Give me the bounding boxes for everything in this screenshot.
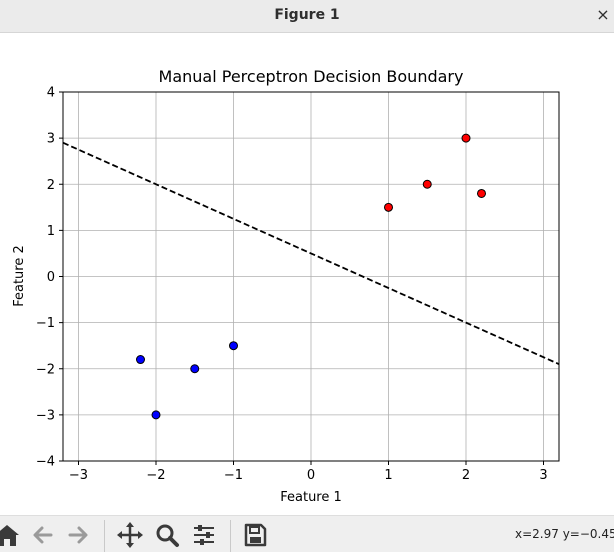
save-icon[interactable]: [240, 520, 270, 550]
window-titlebar: Figure 1 ×: [0, 0, 614, 33]
x-tick-label: −3: [69, 468, 88, 483]
y-tick-label: 0: [47, 270, 55, 285]
toolbar-separator: [104, 520, 105, 552]
x-tick-label: 3: [539, 468, 547, 483]
y-axis-label: Feature 2: [12, 245, 27, 307]
data-point: [477, 188, 486, 198]
chart: Manual Perceptron Decision Boundary −3 −2…: [12, 67, 560, 505]
data-point: [229, 341, 238, 351]
x-tick-label: 2: [462, 468, 470, 483]
x-tick-label: −2: [146, 468, 165, 483]
navigation-toolbar: x=2.97 y=−0.45: [0, 515, 614, 552]
close-button[interactable]: ×: [596, 5, 610, 24]
decision-boundary-layer: [62, 141, 560, 365]
forward-icon[interactable]: [63, 520, 93, 550]
y-tick-label: 3: [47, 132, 55, 147]
y-tick-label: −3: [36, 408, 55, 423]
y-tick-label: −1: [36, 316, 55, 331]
data-points: [136, 133, 486, 420]
decision-boundary-line: [62, 141, 560, 365]
data-point: [422, 179, 432, 189]
back-icon[interactable]: [28, 520, 58, 550]
grid: [63, 91, 559, 462]
data-point: [136, 355, 145, 365]
x-axis-label: Feature 1: [280, 490, 342, 505]
x-tick-label: 0: [307, 468, 315, 483]
y-tick-label: 2: [47, 178, 55, 193]
x-tick-label: −1: [224, 468, 243, 483]
window-title: Figure 1: [274, 7, 340, 23]
x-tick-label: 1: [384, 468, 392, 483]
zoom-icon[interactable]: [152, 520, 182, 550]
data-point: [151, 410, 161, 420]
data-point: [190, 364, 200, 374]
toolbar-separator: [230, 520, 231, 552]
y-tick-label: −2: [36, 362, 55, 377]
data-point: [384, 202, 393, 212]
data-point: [461, 133, 471, 143]
pan-icon[interactable]: [115, 520, 145, 550]
configure-subplots-icon[interactable]: [189, 520, 219, 550]
home-icon[interactable]: [0, 520, 22, 550]
cursor-coordinates: x=2.97 y=−0.45: [515, 527, 614, 541]
chart-title: Manual Perceptron Decision Boundary: [159, 67, 464, 86]
y-tick-label: 4: [47, 86, 55, 101]
y-tick-label: −4: [36, 455, 55, 470]
y-tick-label: 1: [47, 224, 55, 239]
axis-ticks: −3 −2 −1 0 1 2 3 −4 −3 −2 −1 0 1 2 3 4: [36, 86, 548, 484]
